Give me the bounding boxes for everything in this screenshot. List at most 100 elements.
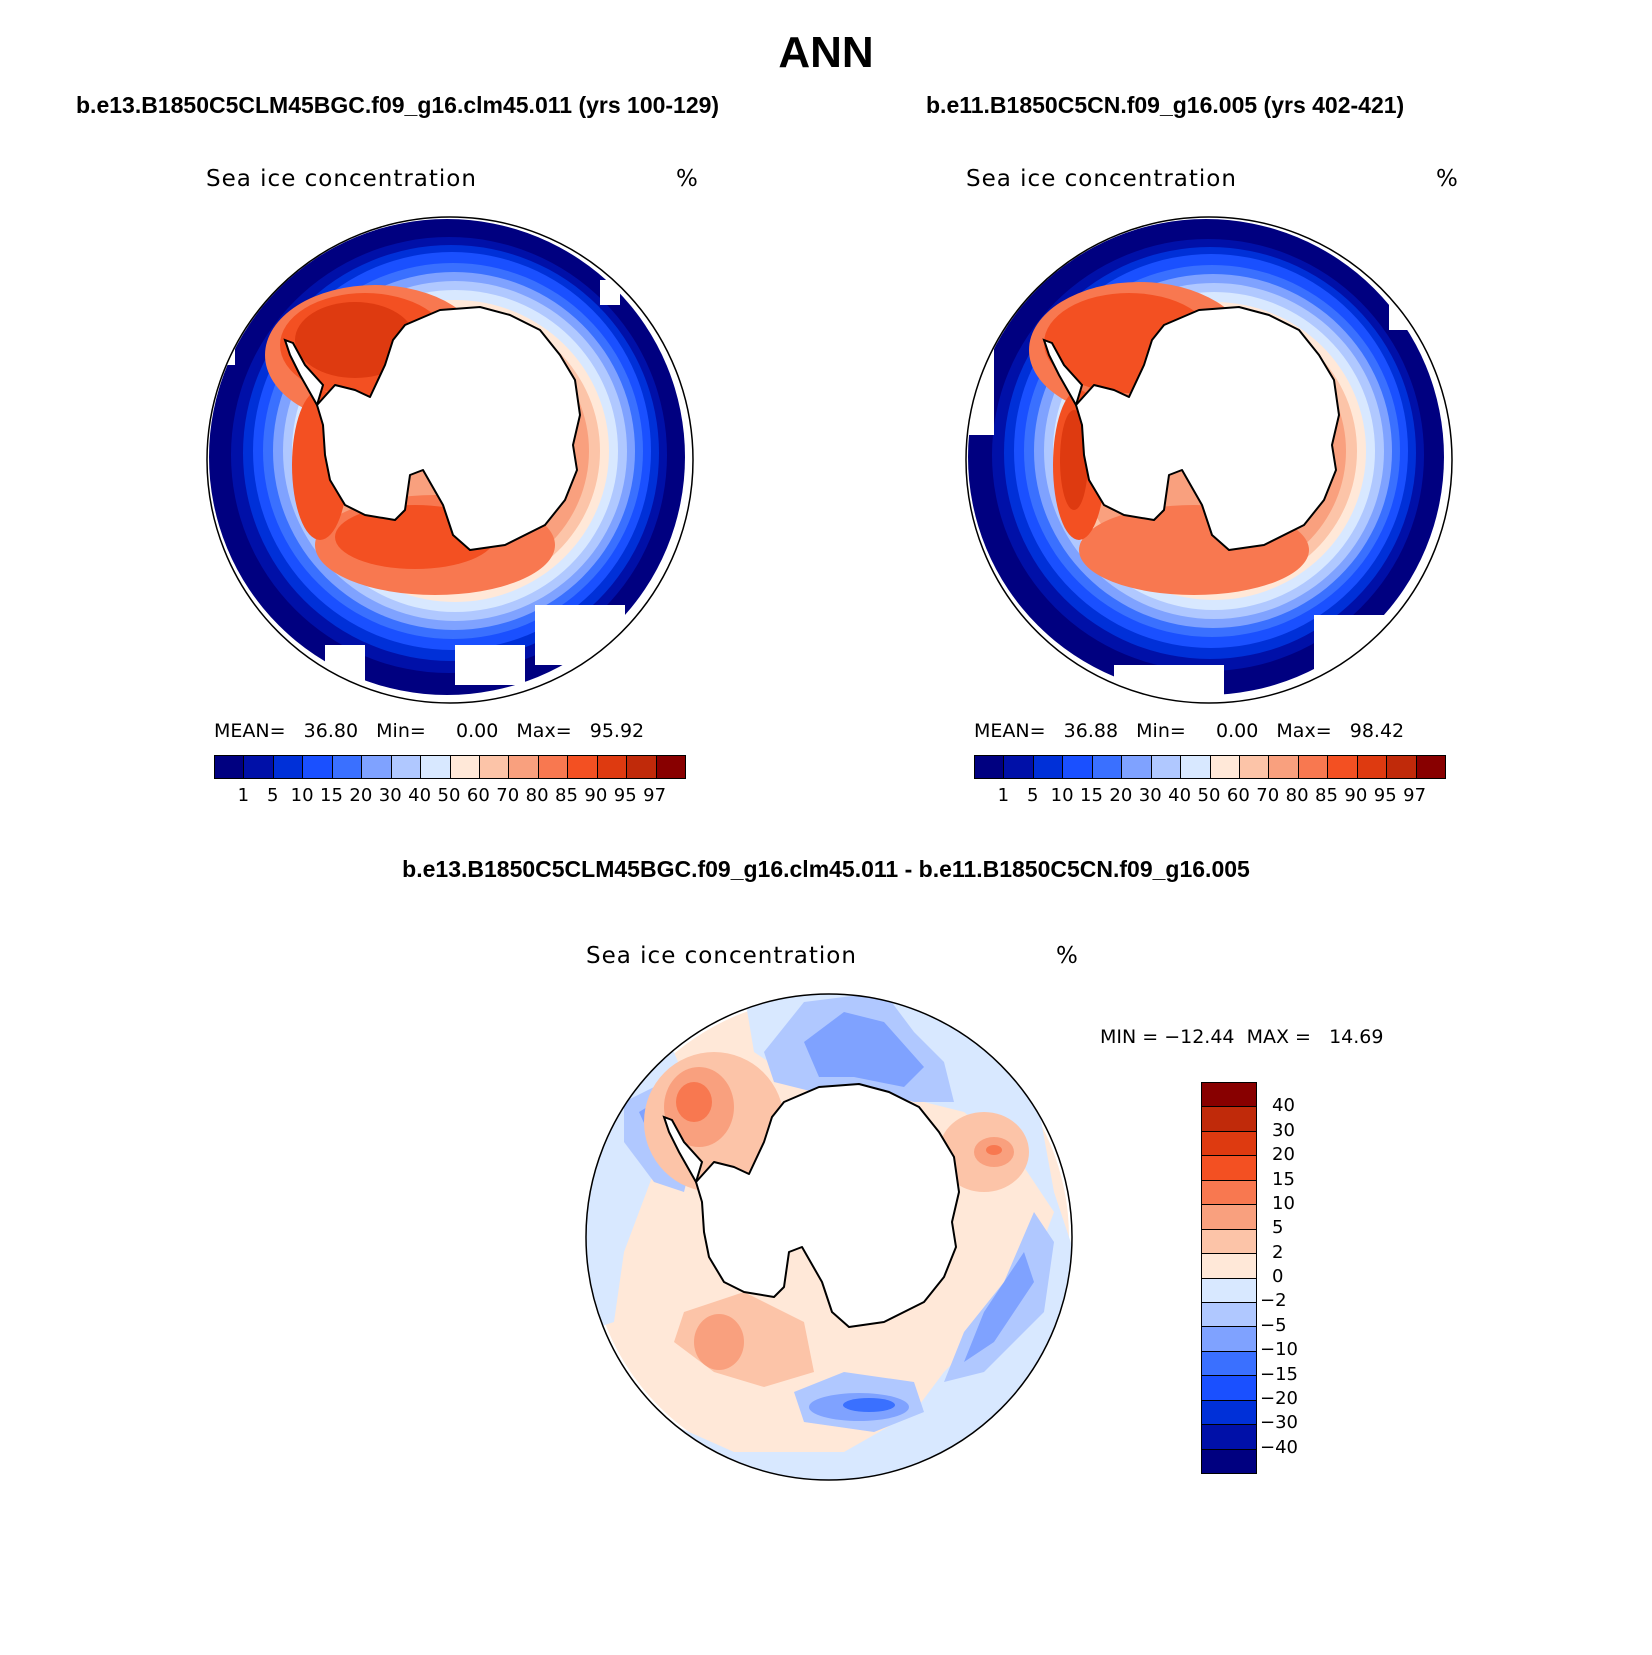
colorbar-tick-label: 5 [267,785,279,806]
colorbar-tick-label: 30 [1272,1119,1295,1141]
panel-2-variable-label: Sea ice concentration [966,166,1237,192]
colorbar-swatch [1092,756,1123,778]
colorbar-swatch [1202,1131,1256,1157]
colorbar-swatch [1063,756,1093,778]
colorbar-tick-label: −40 [1260,1436,1298,1458]
colorbar-swatch [1269,756,1299,778]
panel-1-colorbar [214,755,686,779]
colorbar-swatch [1202,1180,1256,1206]
colorbar-tick-label: 10 [290,785,314,806]
colorbar-tick-label: 2 [1272,1241,1284,1263]
colorbar-swatch [1202,1425,1256,1450]
panel-1-units-label: % [676,166,698,192]
colorbar-swatch [1202,1400,1256,1426]
colorbar-swatch [1202,1351,1256,1377]
colorbar-tick-label: 90 [584,785,608,806]
panel-2-stats: MEAN= 36.88 Min= 0.00 Max= 98.42 [974,720,1405,742]
colorbar-tick-label: 30 [378,785,402,806]
colorbar-swatch [568,756,598,778]
colorbar-tick-label: 50 [1197,785,1221,806]
colorbar-swatch [421,756,451,778]
colorbar-tick-label: −10 [1260,1339,1298,1361]
colorbar-tick-label: 1 [997,785,1010,806]
colorbar-tick-label: 5 [1027,785,1039,806]
colorbar-swatch [1181,756,1211,778]
colorbar-tick-label: 95 [613,785,637,806]
colorbar-tick-label: 50 [437,785,461,806]
panel-1-map [206,216,694,704]
colorbar-tick-label: 60 [1226,785,1250,806]
colorbar-tick-label: 97 [643,785,667,806]
colorbar-tick-label: 40 [1272,1095,1295,1117]
colorbar-swatch [1202,1302,1256,1328]
colorbar-tick-label: 20 [1109,785,1133,806]
colorbar-tick-label: 97 [1403,785,1427,806]
diff-panel-variable-label: Sea ice concentration [586,943,857,969]
colorbar-swatch [303,756,333,778]
colorbar-tick-label: 5 [1272,1217,1284,1239]
colorbar-tick-label: 0 [1272,1266,1284,1287]
diff-panel-title: b.e13.B1850C5CLM45BGC.f09_g16.clm45.011 … [402,856,1250,882]
colorbar-tick-label: 70 [1256,785,1280,806]
colorbar-swatch [215,756,245,778]
panel-1-variable-label: Sea ice concentration [206,166,477,192]
colorbar-tick-label: 85 [1315,785,1338,806]
colorbar-swatch [1122,756,1152,778]
colorbar-swatch [1202,1229,1256,1255]
colorbar-swatch [391,756,422,778]
colorbar-tick-label: 20 [349,785,373,806]
colorbar-tick-label: −20 [1260,1387,1298,1409]
colorbar-swatch [1416,756,1445,778]
colorbar-tick-label: 15 [1272,1168,1295,1190]
panel-2-colorbar-ticks: 1 5 10 15 20 30 40 50 60 70 80 85 90 95 97 [974,785,1444,809]
panel-2-map [965,216,1453,704]
colorbar-swatch [1357,756,1388,778]
colorbar-tick-label: 40 [408,785,432,806]
colorbar-swatch [1151,756,1182,778]
colorbar-swatch [509,756,539,778]
colorbar-swatch [656,756,685,778]
colorbar-swatch [1202,1107,1256,1132]
colorbar-swatch [479,756,510,778]
panel-2-title: b.e11.B1850C5CN.f09_g16.005 (yrs 402-421… [926,92,1405,118]
diff-panel-units-label: % [1056,943,1078,969]
colorbar-swatch [1298,756,1329,778]
colorbar-tick-label: 20 [1272,1144,1295,1166]
panel-2-units-label: % [1436,166,1458,192]
colorbar-swatch [244,756,274,778]
colorbar-tick-label: 80 [1285,785,1309,806]
panel-1-stats: MEAN= 36.80 Min= 0.00 Max= 95.92 [214,720,645,742]
panel-2-colorbar [974,755,1446,779]
colorbar-tick-label: 80 [525,785,549,806]
colorbar-tick-label: 15 [1080,785,1103,806]
diff-panel-map [585,993,1073,1481]
colorbar-tick-label: 15 [320,785,343,806]
colorbar-tick-label: 1 [237,785,250,806]
colorbar-swatch [627,756,657,778]
colorbar-swatch [1004,756,1034,778]
colorbar-swatch [332,756,363,778]
colorbar-swatch [1328,756,1358,778]
colorbar-tick-label: 95 [1373,785,1397,806]
colorbar-tick-label: −2 [1260,1290,1287,1312]
colorbar-tick-label: 60 [466,785,490,806]
panel-1-title: b.e13.B1850C5CLM45BGC.f09_g16.clm45.011 … [76,92,720,118]
colorbar-swatch [597,756,628,778]
colorbar-swatch [1202,1278,1256,1303]
colorbar-swatch [975,756,1005,778]
colorbar-swatch [273,756,304,778]
diff-panel-colorbar [1201,1082,1257,1474]
colorbar-tick-label: 40 [1168,785,1192,806]
diff-panel-stats: MIN = −12.44 MAX = 14.69 [1100,1026,1384,1048]
colorbar-swatch [1033,756,1064,778]
colorbar-swatch [1239,756,1270,778]
colorbar-tick-label: −5 [1260,1314,1287,1336]
colorbar-swatch [1202,1083,1256,1108]
colorbar-swatch [450,756,480,778]
colorbar-tick-label: −15 [1260,1363,1298,1385]
colorbar-tick-label: 10 [1272,1192,1295,1214]
colorbar-tick-label: −30 [1260,1412,1298,1434]
colorbar-swatch [1202,1376,1256,1401]
colorbar-swatch [1202,1449,1256,1473]
colorbar-swatch [538,756,569,778]
